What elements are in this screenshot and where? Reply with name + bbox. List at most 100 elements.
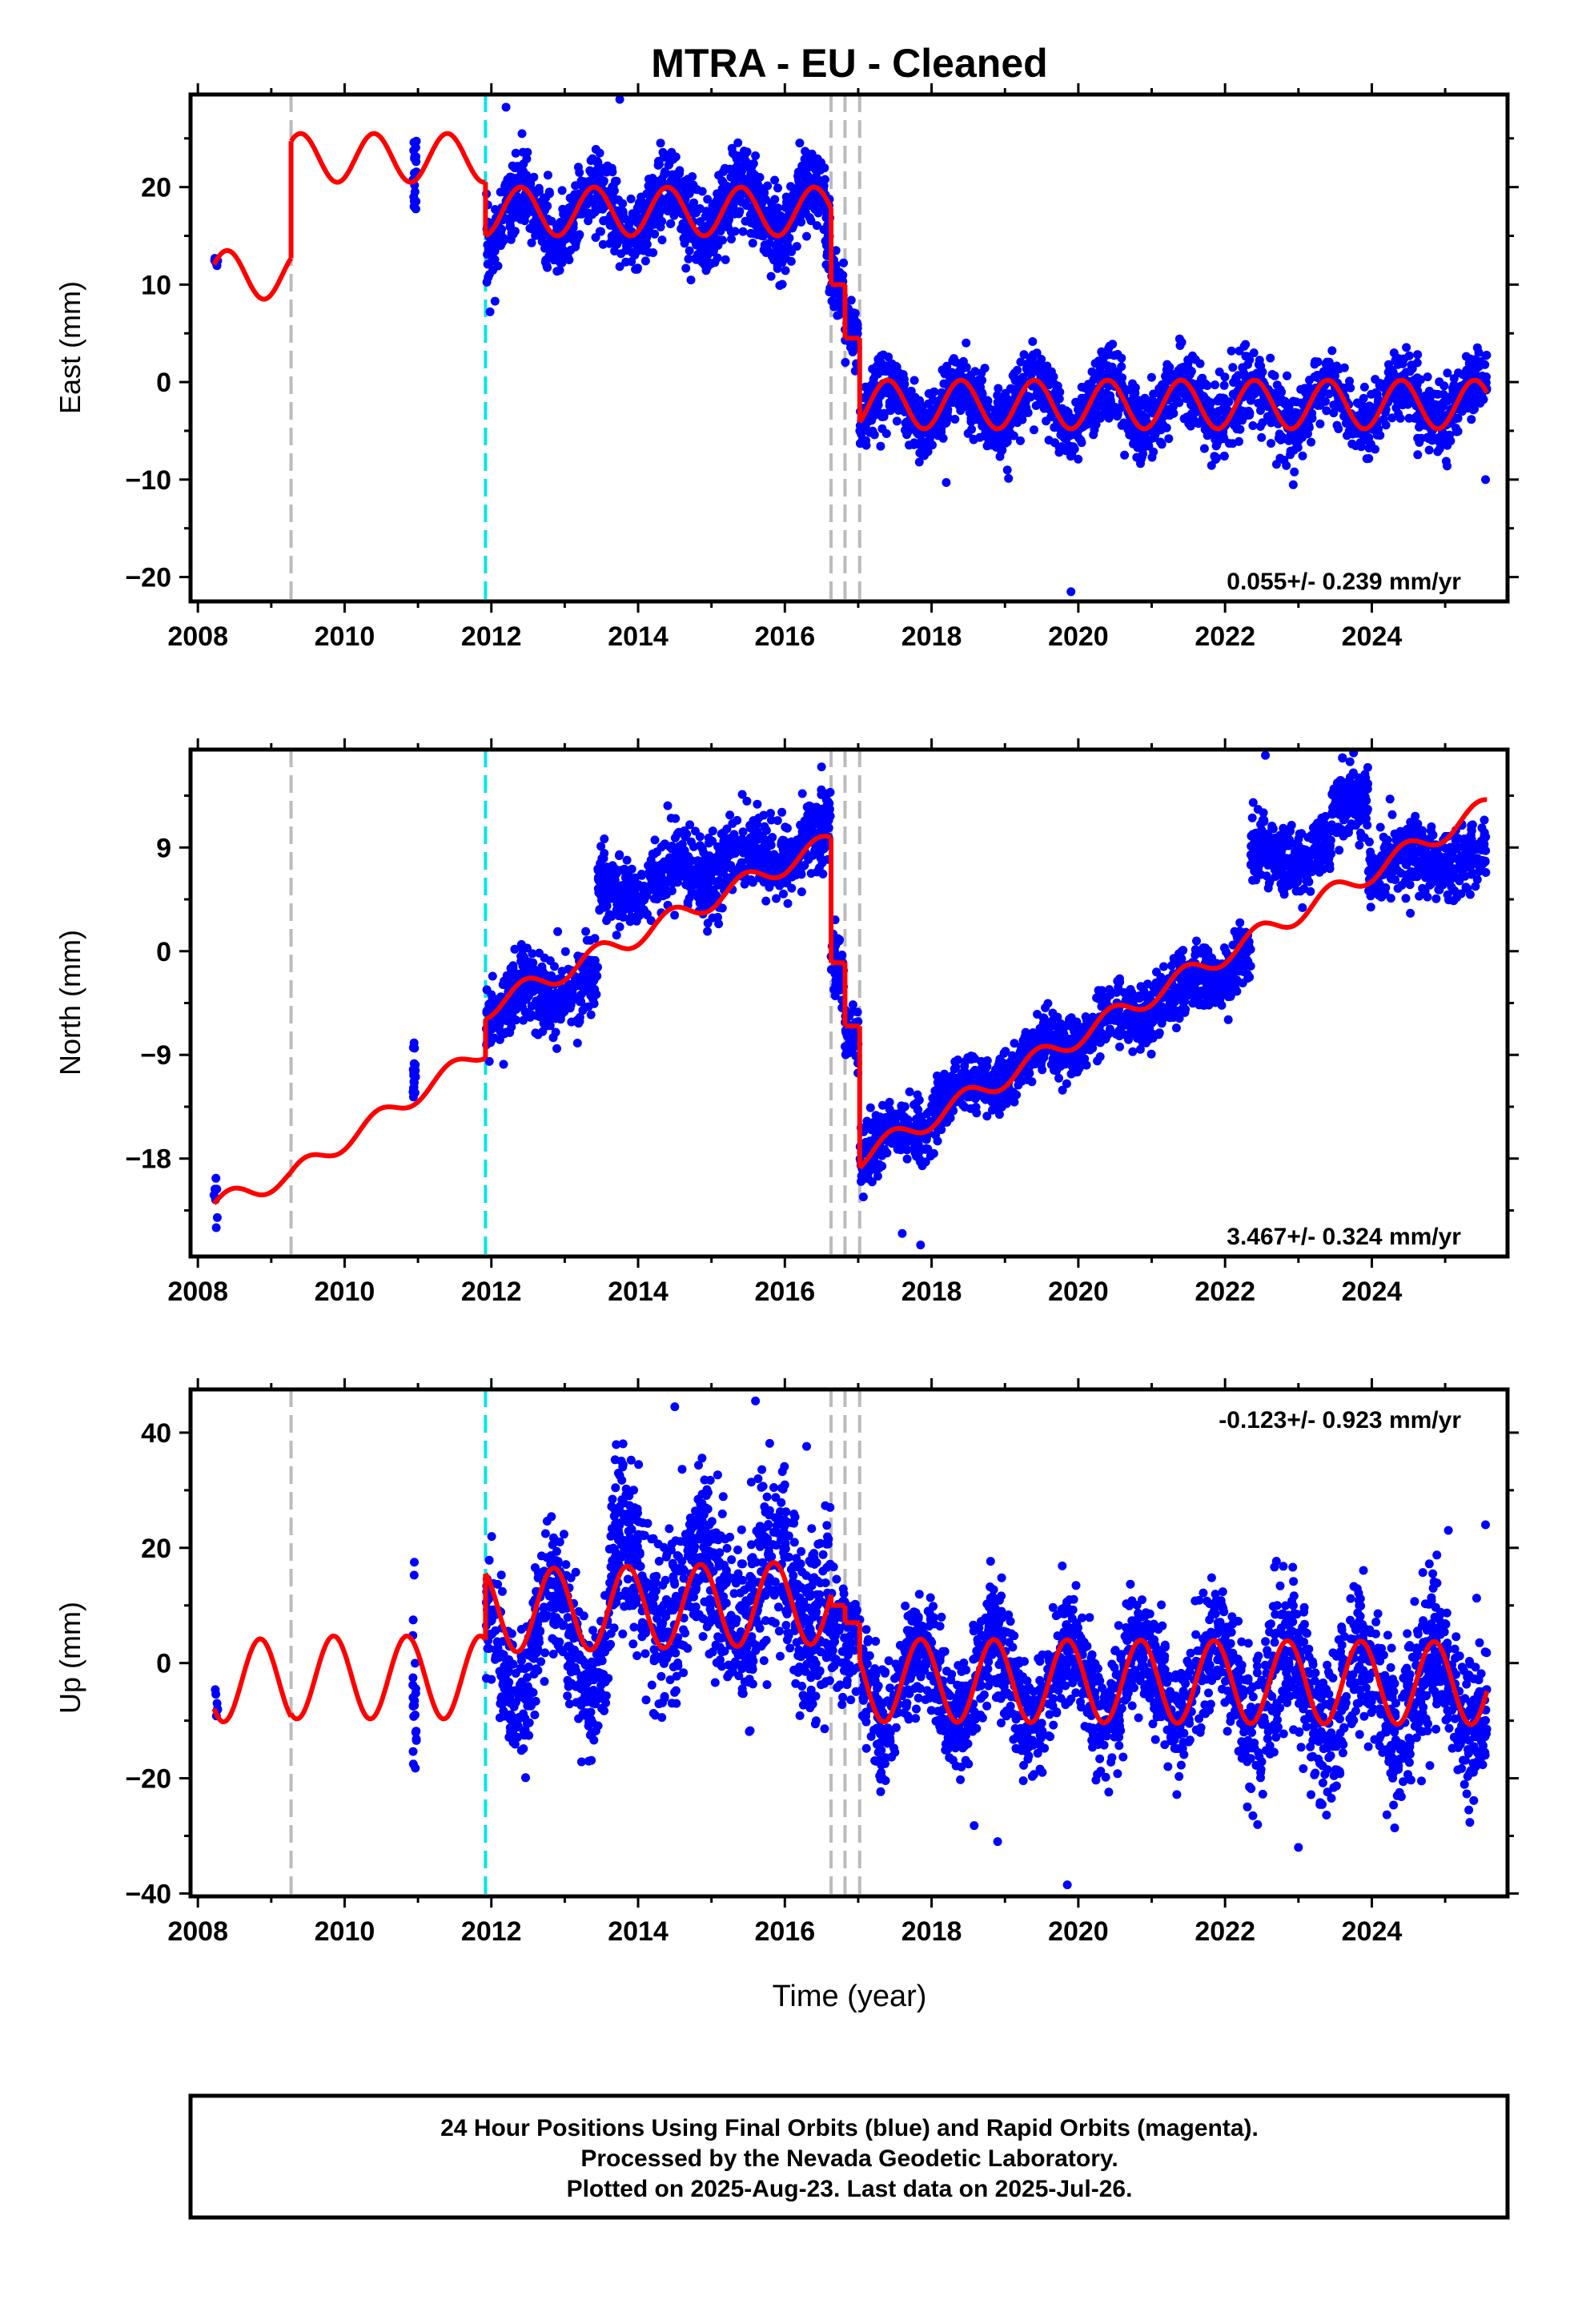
north-data-point (736, 844, 745, 854)
north-data-point (557, 967, 567, 976)
north-data-point (627, 912, 636, 922)
north-data-point (797, 827, 807, 836)
east-data-point (885, 398, 894, 408)
east-data-point (703, 195, 713, 204)
north-data-point (782, 854, 792, 864)
east-data-point (499, 235, 508, 245)
north-data-point (564, 990, 573, 999)
east-data-point (1375, 431, 1385, 440)
north-data-point (540, 986, 549, 995)
north-data-point (627, 895, 636, 904)
north-data-point (636, 882, 646, 891)
east-model-line-1 (289, 131, 486, 185)
north-data-point (721, 835, 729, 845)
east-data-point (1478, 372, 1487, 381)
east-data-point (1077, 382, 1086, 392)
north-plot-area (209, 750, 1491, 1256)
north-data-point (677, 839, 687, 849)
east-data-point (1474, 348, 1484, 357)
east-data-point (963, 402, 972, 412)
east-data-point (490, 255, 500, 264)
east-data-point (1004, 432, 1014, 441)
north-data-point (660, 889, 669, 899)
north-data-point (410, 1088, 420, 1097)
north-data-point (525, 1012, 535, 1022)
north-data-point (796, 868, 805, 878)
east-data-point (483, 250, 492, 259)
north-data-point (489, 994, 499, 1003)
east-data-point (1362, 403, 1371, 412)
north-data-point (606, 894, 616, 903)
north-data-point (579, 980, 588, 990)
east-data-point (877, 351, 886, 360)
east-data-point (1387, 413, 1397, 423)
east-data-point (1296, 398, 1306, 408)
east-data-point (1304, 423, 1314, 432)
north-data-point (602, 915, 612, 924)
east-data-point (1334, 424, 1343, 433)
east-data-point (781, 266, 790, 275)
east-data-point (766, 204, 776, 214)
east-data-point (997, 431, 1006, 440)
north-data-point (772, 894, 781, 903)
east-data-point (615, 262, 624, 271)
east-data-point (1445, 436, 1455, 446)
east-data-point (485, 307, 495, 316)
east-data-point (627, 257, 636, 267)
east-data-point (661, 151, 671, 160)
east-data-point (1472, 395, 1482, 404)
east-data-point (1211, 380, 1219, 390)
north-data-point (520, 984, 530, 994)
east-data-point (712, 196, 721, 205)
east-data-point (1267, 370, 1277, 379)
east-data-point (583, 198, 592, 207)
east-data-point (738, 227, 748, 236)
east-data-point (1121, 419, 1130, 428)
north-data-point (740, 879, 749, 889)
east-data-point (706, 211, 715, 220)
east-data-point (937, 427, 946, 436)
east-outlier-point (490, 296, 500, 306)
north-data-point (612, 931, 621, 940)
north-data-point (574, 1019, 584, 1028)
east-data-point (1266, 353, 1275, 363)
east-data-point (1067, 449, 1077, 459)
east-data-point (1315, 400, 1325, 410)
east-data-point (1016, 407, 1026, 416)
north-data-point (581, 927, 591, 936)
north-data-point (411, 1060, 420, 1070)
east-data-point (1464, 404, 1473, 413)
east-y-tick-label: −20 (125, 563, 171, 593)
north-data-point (496, 1027, 505, 1036)
north-data-point (518, 1003, 527, 1012)
north-data-point (484, 1056, 494, 1066)
east-data-point (914, 457, 924, 467)
east-data-point (657, 235, 667, 245)
east-data-point (1094, 356, 1103, 366)
east-data-point (928, 388, 938, 398)
east-data-point (884, 352, 893, 362)
east-data-point (611, 240, 620, 249)
north-data-point (701, 888, 710, 898)
north-data-point (528, 987, 538, 996)
north-data-point (753, 819, 761, 829)
east-data-point (1144, 441, 1154, 451)
east-data-point (1393, 360, 1403, 369)
north-data-point (753, 799, 762, 809)
north-data-point (726, 861, 736, 870)
east-data-point (672, 205, 681, 215)
east-data-point (1054, 394, 1064, 404)
east-data-point (1452, 424, 1460, 433)
north-data-point (636, 870, 646, 879)
east-data-point (1454, 368, 1463, 378)
east-data-point (939, 419, 949, 428)
east-data-point (1153, 398, 1162, 408)
east-data-point (520, 216, 529, 226)
east-data-point (727, 143, 737, 153)
east-data-point (1401, 368, 1411, 377)
east-data-point (1244, 388, 1254, 397)
east-data-point (1228, 363, 1238, 372)
north-data-point (749, 829, 759, 838)
east-plot-area (210, 94, 1492, 601)
north-data-point (650, 835, 660, 845)
